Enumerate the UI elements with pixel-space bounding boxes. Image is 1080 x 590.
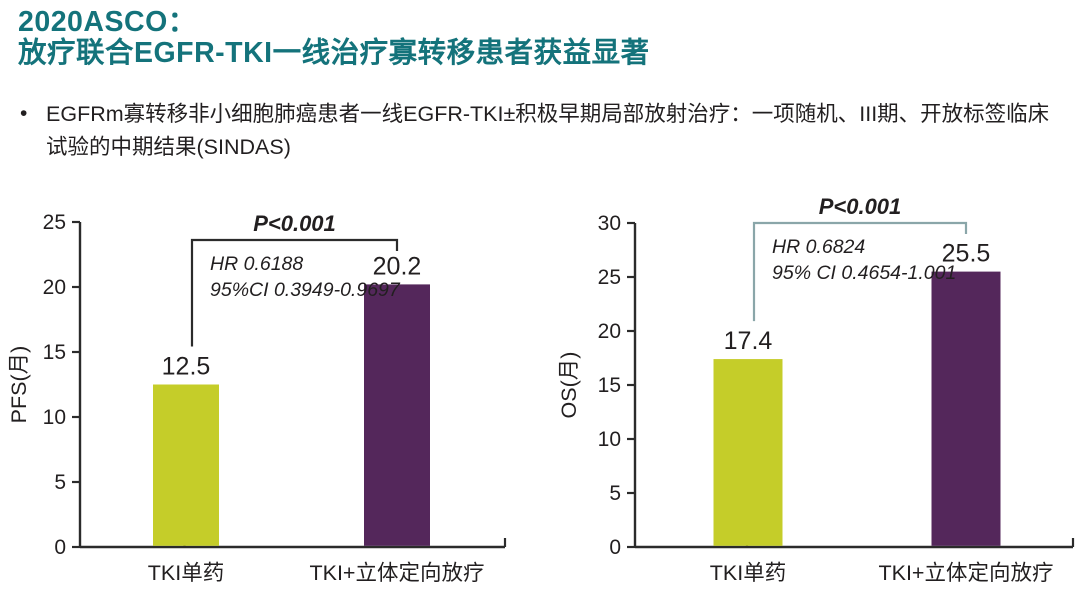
bar-value-label: 12.5 [162, 353, 211, 381]
hr-ci-line: HR 0.6824 [772, 236, 865, 258]
y-tick-label: 20 [43, 276, 66, 299]
bar-tki-mono [153, 384, 219, 546]
slide-title-line1: 2020ASCO： [18, 6, 197, 38]
y-tick-label: 25 [598, 266, 621, 289]
p-value-label: P<0.001 [819, 194, 902, 219]
os-chart-svg: 0 5 10 15 20 25 30 OS(月) 17.4 TKI单药 25.5 TKI+立体定向放疗… [557, 194, 1075, 585]
significance-bracket [190, 238, 399, 347]
bar-value-label: 25.5 [942, 240, 991, 268]
y-tick-label: 25 [43, 211, 66, 234]
bar-value-label: 20.2 [373, 252, 422, 280]
bar-value-label: 17.4 [724, 327, 773, 355]
y-tick-label: 20 [598, 320, 621, 343]
os-chart: 0 5 10 15 20 25 30 OS(月) 17.4 TKI单药 25.5 TKI+立体定向放疗… [540, 185, 1080, 590]
bar-tki-sbrt [364, 284, 430, 546]
y-tick-label: 15 [598, 374, 621, 397]
x-category-label: TKI+立体定向放疗 [309, 561, 484, 585]
significance-bracket [752, 221, 968, 322]
bar-tki-mono [713, 359, 783, 546]
subtitle-bullet: • EGFRm寡转移非小细胞肺癌患者一线EGFR-TKI±积极早期局部放射治疗：… [20, 98, 1050, 165]
y-tick-label: 30 [598, 212, 621, 235]
y-axis-title: OS(月) [557, 352, 581, 419]
y-tick-label: 0 [609, 536, 621, 559]
y-tick-label: 10 [43, 406, 66, 429]
bullet-marker: • [20, 102, 28, 125]
y-tick-label: 5 [54, 471, 66, 494]
charts-row: 0 5 10 15 20 25 PFS(月) 12.5 TKI单药 20.2 TKI+立体定向放疗 P… [0, 185, 1080, 590]
y-axis-title: PFS(月) [7, 346, 31, 424]
y-tick-label: 15 [43, 341, 66, 364]
x-category-label: TKI+立体定向放疗 [878, 561, 1053, 585]
pfs-chart: 0 5 10 15 20 25 PFS(月) 12.5 TKI单药 20.2 TKI+立体定向放疗 P… [0, 185, 540, 590]
y-tick-label: 0 [54, 536, 66, 559]
slide-header: 2020ASCO： 放疗联合EGFR-TKI一线治疗寡转移患者获益显著 [18, 6, 1058, 70]
y-tick-label: 5 [609, 482, 621, 505]
x-category-label: TKI单药 [710, 561, 786, 585]
pfs-chart-svg: 0 5 10 15 20 25 PFS(月) 12.5 TKI单药 20.2 TKI+立体定向放疗 P… [7, 211, 507, 585]
bar-tki-sbrt [931, 271, 1001, 546]
p-value-label: P<0.001 [253, 211, 336, 236]
hr-ci-line: HR 0.6188 [210, 253, 303, 275]
hr-ci-line: 95%CI 0.3949-0.9697 [210, 279, 401, 301]
subtitle-text: EGFRm寡转移非小细胞肺癌患者一线EGFR-TKI±积极早期局部放射治疗：一项… [46, 102, 1050, 160]
x-category-label: TKI单药 [148, 561, 224, 585]
hr-ci-line: 95% CI 0.4654-1.001 [772, 262, 956, 284]
y-tick-label: 10 [598, 428, 621, 451]
slide-title-line2: 放疗联合EGFR-TKI一线治疗寡转移患者获益显著 [18, 37, 650, 70]
